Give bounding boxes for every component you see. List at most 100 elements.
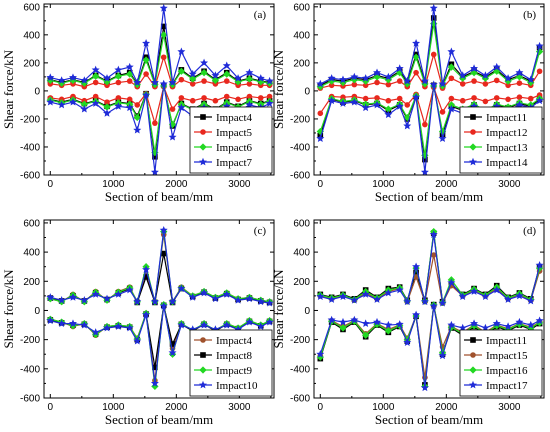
x-tick-label: 3000 xyxy=(498,179,521,190)
data-point-Impact10 xyxy=(222,320,231,329)
legend-label: Impact14 xyxy=(486,157,528,169)
data-point-Impact7 xyxy=(265,99,274,107)
legend-marker xyxy=(469,380,477,389)
y-tick-label: 400 xyxy=(293,248,310,259)
plot-frame xyxy=(43,3,275,176)
data-point-Impact17 xyxy=(481,323,490,332)
legend-label: Impact6 xyxy=(216,142,253,154)
data-point-Impact10 xyxy=(125,323,134,332)
data-point-Impact14 xyxy=(338,99,347,107)
data-point-Impact5 xyxy=(143,71,149,77)
data-point-Impact5 xyxy=(201,95,207,101)
data-point-Impact17 xyxy=(338,292,347,300)
y-tick-label: -600 xyxy=(20,171,40,182)
series-line-Impact14-upper xyxy=(320,8,541,85)
y-tick-label: 0 xyxy=(304,86,310,97)
legend-item: Impact16 xyxy=(464,365,528,377)
legend-marker xyxy=(470,114,476,120)
legend-label: Impact9 xyxy=(216,365,253,377)
data-point-Impact6 xyxy=(200,69,208,77)
data-point-Impact10 xyxy=(150,379,159,387)
data-point-Impact14 xyxy=(492,62,501,71)
data-point-Impact7 xyxy=(46,73,55,81)
data-point-Impact7 xyxy=(245,68,254,77)
data-point-Impact6 xyxy=(223,70,231,78)
data-point-Impact12 xyxy=(413,69,419,76)
data-point-Impact14 xyxy=(420,76,429,85)
y-tick-label: -600 xyxy=(290,171,310,182)
data-point-Impact8 xyxy=(143,274,149,280)
data-point-Impact10 xyxy=(91,328,100,336)
chart-panel-1: -600 -400 -200 0 200 400 600 0 1000 2000 3000 Secti… xyxy=(1,2,275,204)
legend-label: Impact5 xyxy=(216,127,253,139)
data-point-Impact7 xyxy=(265,76,274,85)
data-point-Impact17 xyxy=(535,261,544,269)
data-point-Impact12 xyxy=(493,95,500,101)
data-point-Impact17 xyxy=(373,295,382,303)
legend-marker xyxy=(470,352,476,358)
legend-label: Impact11 xyxy=(486,335,527,347)
data-point-Impact17 xyxy=(384,320,393,329)
data-point-Impact6 xyxy=(92,72,100,80)
legend-marker xyxy=(200,337,206,343)
data-point-Impact8 xyxy=(160,250,167,257)
data-point-Impact12 xyxy=(340,94,346,101)
legend: Impact4 Impact8 Impact9 Impact10 xyxy=(189,329,273,397)
data-point-Impact14 xyxy=(412,93,421,101)
legend-item: Impact14 xyxy=(464,157,528,169)
y-tick-label: 400 xyxy=(293,30,310,41)
data-point-Impact14 xyxy=(438,134,447,142)
data-point-Impact6 xyxy=(168,120,177,129)
data-point-Impact6 xyxy=(151,80,159,89)
data-point-Impact16 xyxy=(384,327,392,335)
data-point-Impact17 xyxy=(470,287,479,295)
x-axis-title: Section of beam/mm xyxy=(105,412,213,427)
data-point-Impact7 xyxy=(150,78,159,86)
legend-item: Impact6 xyxy=(194,142,253,154)
data-point-Impact8 xyxy=(169,341,176,347)
data-point-Impact5 xyxy=(126,96,133,103)
data-point-Impact5 xyxy=(160,54,167,61)
data-point-Impact10 xyxy=(256,322,265,330)
data-point-Impact14 xyxy=(316,134,325,142)
data-point-Impact4 xyxy=(152,153,158,160)
x-tick-label: 3000 xyxy=(228,402,251,413)
data-point-Impact17 xyxy=(420,297,429,306)
data-point-Impact9 xyxy=(151,382,159,390)
data-point-Impact17 xyxy=(350,296,359,304)
data-point-Impact17 xyxy=(412,262,421,271)
legend-label: Impact15 xyxy=(486,350,528,362)
data-point-Impact17 xyxy=(492,285,501,294)
data-point-Impact5 xyxy=(189,97,196,104)
data-point-Impact17 xyxy=(327,295,336,303)
y-tick-label: -200 xyxy=(290,335,310,346)
plot-frame xyxy=(313,219,545,399)
series-line-Impact15-upper xyxy=(320,254,541,306)
data-point-Impact6 xyxy=(80,100,88,108)
data-point-Impact5 xyxy=(178,95,185,101)
legend-item: Impact15 xyxy=(464,350,528,362)
data-point-Impact17 xyxy=(395,285,404,294)
y-tick-label: -600 xyxy=(20,394,40,405)
data-point-Impact12 xyxy=(459,81,466,87)
data-point-Impact12 xyxy=(351,81,358,88)
data-point-Impact10 xyxy=(133,336,142,345)
data-point-Impact17 xyxy=(316,350,325,358)
y-tick-label: -200 xyxy=(20,335,40,346)
data-point-Impact5 xyxy=(266,93,273,100)
data-point-Impact10 xyxy=(200,288,209,297)
data-point-Impact17 xyxy=(403,297,412,306)
data-point-Impact7 xyxy=(222,61,231,70)
y-tick-label: 400 xyxy=(23,30,40,41)
data-point-Impact14 xyxy=(316,79,325,88)
data-point-Impact17 xyxy=(535,316,544,325)
data-point-Impact12 xyxy=(493,77,500,84)
y-tick-label: 200 xyxy=(293,58,310,69)
data-point-Impact7 xyxy=(46,97,55,106)
data-point-Impact13 xyxy=(412,53,420,61)
data-point-Impact10 xyxy=(188,293,197,301)
data-point-Impact14 xyxy=(458,71,467,79)
data-point-Impact12 xyxy=(505,96,511,103)
data-point-Impact5 xyxy=(223,93,230,100)
data-point-Impact10 xyxy=(133,297,142,306)
